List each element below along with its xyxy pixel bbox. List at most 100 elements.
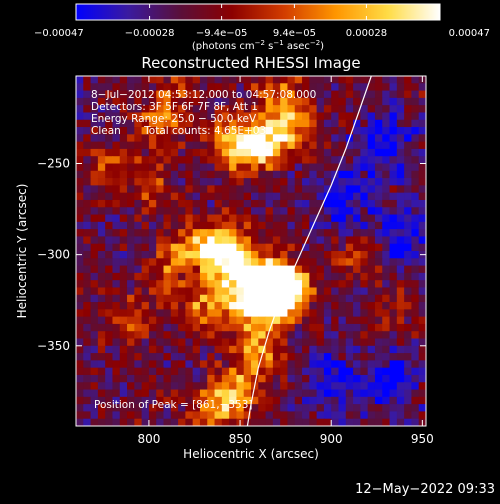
- heatmap-cell: [345, 141, 354, 150]
- heatmap-cell: [360, 374, 369, 383]
- heatmap-cell: [280, 316, 289, 325]
- heatmap-cell: [382, 374, 391, 383]
- heatmap-cell: [163, 83, 172, 92]
- heatmap-cell: [345, 83, 354, 92]
- heatmap-cell: [112, 163, 121, 172]
- heatmap-cell: [280, 280, 289, 289]
- heatmap-cell: [411, 411, 420, 420]
- heatmap-cell: [236, 221, 245, 230]
- heatmap-cell: [199, 294, 208, 303]
- heatmap-cell: [396, 199, 405, 208]
- heatmap-cell: [141, 83, 150, 92]
- heatmap-cell: [367, 302, 376, 310]
- heatmap-cell: [316, 396, 325, 405]
- heatmap-cell: [389, 404, 398, 413]
- heatmap-cell: [214, 178, 223, 186]
- heatmap-cell: [170, 323, 179, 332]
- heatmap-cell: [185, 309, 194, 318]
- heatmap-cell: [374, 251, 383, 259]
- heatmap-cell: [272, 214, 281, 223]
- heatmap-cell: [251, 345, 259, 354]
- heatmap-cell: [105, 353, 114, 361]
- heatmap-cell: [404, 163, 413, 172]
- heatmap-cell: [134, 345, 143, 354]
- heatmap-cell: [76, 163, 84, 172]
- heatmap-cell: [214, 316, 223, 325]
- heatmap-cell: [338, 331, 347, 340]
- heatmap-cell: [345, 105, 354, 114]
- heatmap-cell: [418, 90, 426, 99]
- heatmap-cell: [251, 170, 259, 179]
- heatmap-cell: [229, 411, 238, 420]
- heatmap-cell: [396, 90, 405, 99]
- heatmap-cell: [323, 316, 332, 325]
- heatmap-cell: [134, 404, 143, 413]
- heatmap-cell: [221, 302, 230, 310]
- heatmap-cell: [214, 251, 223, 259]
- heatmap-cell: [105, 374, 114, 383]
- heatmap-cell: [229, 163, 238, 172]
- heatmap-cell: [141, 280, 150, 289]
- heatmap-cell: [360, 112, 369, 121]
- heatmap-cell: [214, 382, 223, 391]
- heatmap-cell: [148, 83, 157, 92]
- heatmap-cell: [76, 229, 84, 238]
- heatmap-cell: [127, 207, 135, 216]
- heatmap-cell: [105, 265, 114, 274]
- heatmap-cell: [404, 382, 413, 391]
- heatmap-cell: [316, 83, 325, 92]
- heatmap-cell: [97, 367, 106, 376]
- heatmap-cell: [83, 83, 92, 92]
- heatmap-cell: [331, 302, 340, 310]
- heatmap-cell: [170, 221, 179, 230]
- heatmap-cell: [170, 199, 179, 208]
- heatmap-cell: [199, 141, 208, 150]
- heatmap-cell: [236, 229, 245, 238]
- heatmap-cell: [374, 338, 383, 347]
- heatmap-cell: [221, 251, 230, 259]
- heatmap-cell: [280, 389, 289, 398]
- heatmap-cell: [236, 112, 245, 121]
- heatmap-cell: [302, 83, 310, 92]
- heatmap-cell: [272, 83, 281, 92]
- heatmap-cell: [272, 360, 281, 369]
- heatmap-cell: [243, 192, 252, 201]
- heatmap-cell: [119, 221, 128, 230]
- heatmap-cell: [280, 90, 289, 99]
- heatmap-cell: [265, 76, 274, 84]
- heatmap-cell: [374, 389, 383, 398]
- heatmap-cell: [214, 389, 223, 398]
- heatmap-cell: [163, 404, 172, 413]
- heatmap-cell: [338, 389, 347, 398]
- heatmap-cell: [192, 404, 201, 413]
- heatmap-cell: [280, 323, 289, 332]
- heatmap-cell: [207, 127, 216, 135]
- heatmap-cell: [90, 251, 99, 259]
- heatmap-cell: [119, 294, 128, 303]
- heatmap-cell: [287, 156, 296, 165]
- heatmap-cell: [302, 316, 310, 325]
- heatmap-cell: [418, 323, 426, 332]
- heatmap-cell: [83, 265, 92, 274]
- heatmap-cell: [243, 76, 252, 84]
- heatmap-cell: [309, 338, 318, 347]
- heatmap-cell: [404, 251, 413, 259]
- heatmap-cell: [309, 272, 318, 281]
- heatmap-cell: [294, 323, 303, 332]
- heatmap-cell: [236, 134, 245, 143]
- heatmap-cell: [374, 382, 383, 391]
- heatmap-cell: [389, 316, 398, 325]
- heatmap-cell: [331, 229, 340, 238]
- heatmap-cell: [389, 148, 398, 157]
- heatmap-cell: [345, 316, 354, 325]
- heatmap-cell: [105, 127, 114, 135]
- heatmap-cell: [156, 148, 165, 157]
- heatmap-cell: [214, 214, 223, 223]
- heatmap-cell: [404, 112, 413, 121]
- heatmap-cell: [112, 229, 121, 238]
- heatmap-cell: [148, 389, 157, 398]
- heatmap-cell: [192, 418, 201, 426]
- heatmap-cell: [316, 170, 325, 179]
- heatmap-cell: [207, 367, 216, 376]
- heatmap-cell: [353, 229, 361, 238]
